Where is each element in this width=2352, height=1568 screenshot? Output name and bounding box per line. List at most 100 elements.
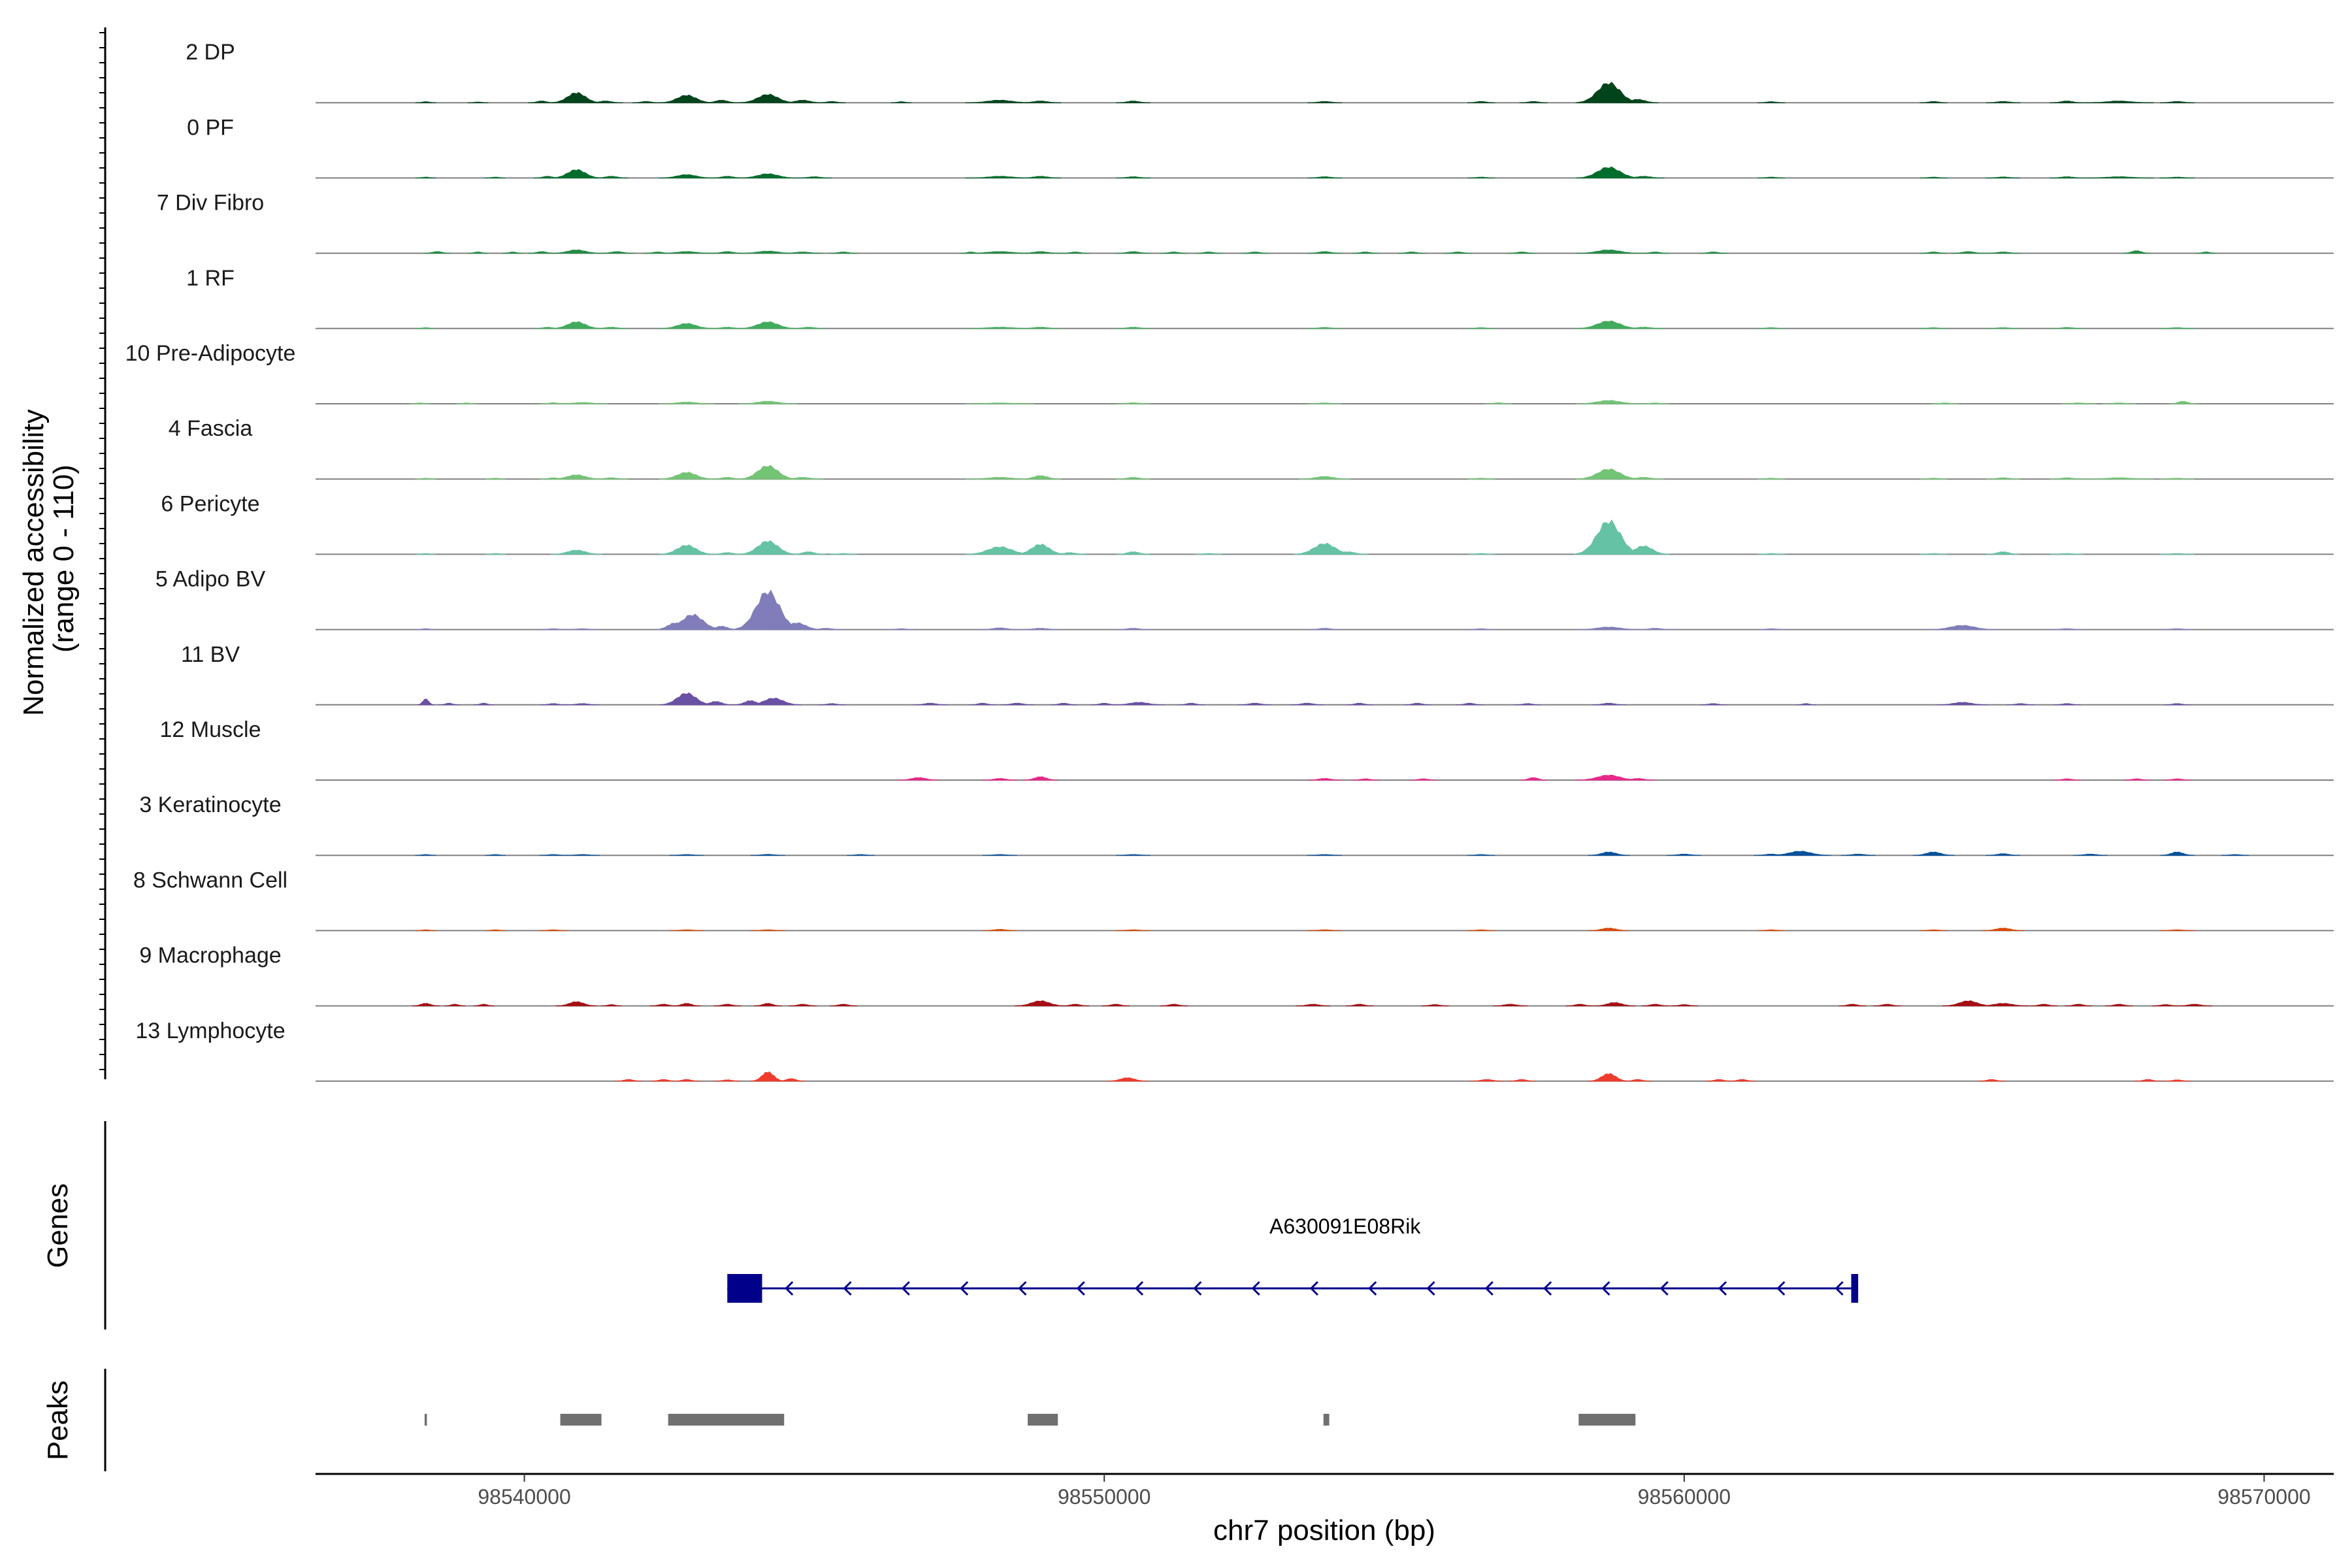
genes-panel-label: Genes <box>42 1183 74 1268</box>
coverage-peak <box>1351 778 1379 781</box>
coverage-peak <box>614 1079 643 1082</box>
strand-arrow <box>960 1281 969 1296</box>
coverage-peak <box>502 252 523 254</box>
coverage-peak <box>409 402 431 404</box>
coverage-peak <box>829 252 858 254</box>
coverage-peak <box>1467 176 1495 178</box>
coverage-peak <box>550 474 603 480</box>
coverage-peak <box>738 465 798 480</box>
coverage-peak <box>1622 477 1665 480</box>
peak-region <box>560 1414 602 1426</box>
y-axis-ticks <box>99 32 105 1070</box>
coverage-peak <box>599 251 635 254</box>
track-1: 2 DP <box>186 40 2334 104</box>
coverage-peak <box>659 544 715 555</box>
coverage-peak <box>1115 327 1151 329</box>
coverage-peak <box>1670 1004 1699 1007</box>
coverage-peak <box>1588 1073 1630 1082</box>
track-14: 13 Lymphocyte <box>135 1019 2334 1082</box>
coverage-peak <box>485 553 506 555</box>
coverage-peak <box>1617 545 1670 555</box>
coverage-peak <box>1061 1004 1090 1007</box>
coverage-peak <box>2195 252 2217 254</box>
coverage-peak <box>659 251 715 254</box>
coverage-peak <box>1985 551 2021 555</box>
coverage-peak <box>791 327 826 329</box>
coverage-peak <box>1052 552 1087 555</box>
coverage-peak <box>1307 327 1343 329</box>
coverage-peak <box>1061 252 1090 254</box>
coverage-peak <box>1637 628 1673 630</box>
coverage-peak <box>550 549 603 555</box>
coverage-peak <box>1444 252 1472 254</box>
track-label: 6 Pericyte <box>161 491 259 516</box>
coverage-peak <box>1019 475 1062 480</box>
coverage-peak <box>1840 853 1876 856</box>
coverage-peak <box>1795 703 1817 706</box>
coverage-peak <box>1641 1004 1669 1007</box>
coverage-peak <box>1699 252 1727 254</box>
peak-region <box>1028 1414 1058 1426</box>
coverage-peak <box>1575 400 1642 404</box>
coverage-peak <box>1467 101 1495 103</box>
coverage-peak <box>1873 1004 1901 1007</box>
strand-arrow <box>1018 1281 1027 1296</box>
coverage-peak <box>415 327 436 329</box>
coverage-peak <box>1699 703 1727 706</box>
peaks-panel-label: Peaks <box>42 1380 74 1460</box>
coverage-peak <box>2163 703 2191 706</box>
coverage-peak <box>1307 402 1343 404</box>
strand-arrow <box>1076 1281 1085 1296</box>
coverage-peak <box>750 1071 786 1082</box>
coverage-peak <box>1985 477 2021 480</box>
coverage-peak <box>594 176 629 178</box>
coverage-peak <box>1769 851 1832 856</box>
strand-arrow <box>1718 1281 1727 1296</box>
coverage-peak <box>754 1003 782 1007</box>
coverage-peak <box>2050 176 2085 178</box>
coverage-peak <box>2151 1004 2180 1007</box>
coverage-peak <box>467 252 489 254</box>
coverage-peak <box>1574 519 1644 555</box>
coverage-peak <box>1620 777 1656 781</box>
coverage-peak <box>1593 1002 1636 1007</box>
coverage-peak <box>713 1079 742 1082</box>
coverage-peak <box>2061 402 2097 404</box>
coverage-peak <box>968 702 997 706</box>
gene-exon <box>727 1274 762 1303</box>
coverage-peak <box>777 1078 806 1082</box>
coverage-peak <box>556 402 609 404</box>
coverage-peak <box>1757 553 1786 555</box>
coverage-peak <box>415 101 436 103</box>
coverage-peak <box>473 702 495 706</box>
coverage-peak <box>2134 1079 2163 1082</box>
coverage-peak <box>1351 252 1379 254</box>
coverage-peak <box>1022 776 1058 781</box>
coverage-peak <box>415 176 436 178</box>
coverage-peak <box>738 93 798 103</box>
coverage-peak <box>1456 702 1484 706</box>
coverage-peak <box>1985 176 2021 178</box>
strand-arrow <box>1835 1281 1844 1296</box>
coverage-peak <box>1115 402 1151 404</box>
coverage-peak <box>1115 628 1151 630</box>
coverage-peak <box>1194 252 1223 254</box>
coverage-peak <box>1014 1000 1067 1007</box>
gene-track: A630091E08Rik <box>727 1215 1859 1303</box>
coverage-peak <box>1019 101 1062 103</box>
coverage-peak <box>1919 101 1948 103</box>
coverage-peak <box>698 701 734 706</box>
peak-track <box>424 1414 1636 1426</box>
coverage-peak <box>789 1004 817 1007</box>
x-tick-label: 98550000 <box>1058 1485 1151 1509</box>
x-tick-label: 98540000 <box>478 1485 570 1509</box>
strand-arrow <box>843 1281 852 1296</box>
coverage-peak <box>817 703 846 706</box>
coverage-peak <box>423 251 451 254</box>
coverage-peak <box>2177 1004 2212 1007</box>
coverage-peak <box>1160 252 1188 254</box>
peak-region <box>668 1414 785 1426</box>
coverage-peak <box>2159 176 2195 178</box>
coverage-peak <box>913 702 948 706</box>
coverage-peak <box>1757 101 1786 103</box>
